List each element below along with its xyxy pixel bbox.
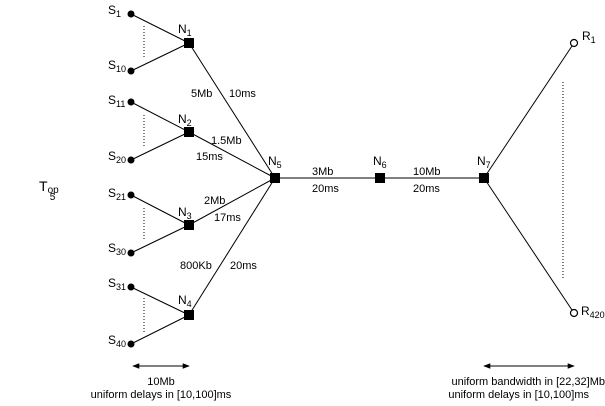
sender-label-s40: S40 [108, 333, 126, 349]
right-legend-bandwidth: uniform bandwidth in [22,32]Mb [452, 376, 605, 388]
link-s20-n2 [130, 131, 190, 161]
link-s31-n4 [130, 286, 190, 316]
receiver-node-r420 [569, 308, 579, 318]
link-n3-n5 [188, 177, 276, 226]
receiver-node-r1 [569, 38, 579, 48]
right-legend: uniform bandwidth in [22,32]Mb uniform d… [448, 363, 605, 401]
sender-label-s1: S1 [108, 3, 121, 19]
link-s1-n1 [130, 13, 190, 44]
link-n3-n5-bandwidth: 2Mb [204, 195, 225, 207]
left-legend-bandwidth: 10Mb [147, 376, 175, 388]
link-n3-n5-delay: 17ms [214, 212, 241, 224]
link-s30-n3 [130, 224, 190, 254]
link-n7-r420 [483, 177, 575, 314]
router-label-n5: N5 [268, 154, 282, 170]
link-s40-n4 [130, 314, 190, 345]
link-n1-n5-delay: 10ms [229, 88, 256, 100]
link-n1-n5 [188, 42, 276, 179]
sender-label-s30: S30 [108, 241, 126, 257]
sender-node-s10 [127, 67, 135, 75]
router-label-n2: N2 [178, 112, 192, 128]
sender-node-s1 [127, 10, 135, 18]
router-node-n2 [184, 127, 194, 137]
sender-label-s31: S31 [108, 276, 126, 292]
router-label-n4: N4 [178, 293, 192, 309]
link-n4-n5-delay: 20ms [230, 260, 257, 272]
router-label-n3: N3 [178, 205, 192, 221]
topology-title: Top 5 [39, 178, 59, 203]
router-node-n4 [184, 310, 194, 320]
sender-node-s40 [127, 340, 135, 348]
sender-node-s21 [127, 191, 135, 199]
router-node-n7 [479, 173, 489, 183]
sender-label-s20: S20 [108, 149, 126, 165]
receiver-label-r420: R420 [581, 304, 605, 320]
sender-node-s31 [127, 283, 135, 291]
receiver-label-r1: R1 [582, 29, 596, 45]
link-n5-n6-delay: 20ms [312, 183, 339, 195]
link-n1-n5-bandwidth: 5Mb [191, 88, 212, 100]
router-node-n6 [375, 173, 385, 183]
router-nodes [184, 38, 489, 320]
router-label-n7: N7 [477, 154, 491, 170]
router-label-n1: N1 [178, 22, 192, 38]
access-links [130, 13, 190, 345]
sender-nodes [127, 10, 135, 348]
router-node-n3 [184, 220, 194, 230]
router-node-n1 [184, 38, 194, 48]
link-s10-n1 [130, 42, 190, 72]
link-s11-n2 [130, 101, 190, 133]
sender-label-s10: S10 [108, 58, 126, 74]
link-n5-n6-bandwidth: 3Mb [312, 166, 333, 178]
aggregation-links [188, 42, 276, 316]
left-legend: 10Mb uniform delays in [10,100]ms [91, 363, 232, 401]
sender-label-s11: S11 [108, 93, 125, 109]
receiver-links [483, 42, 575, 314]
link-n6-n7-delay: 20ms [413, 183, 440, 195]
link-n6-n7-bandwidth: 10Mb [413, 166, 441, 178]
sender-node-s11 [127, 98, 135, 106]
link-n7-r1 [483, 42, 575, 179]
left-legend-delays: uniform delays in [10,100]ms [91, 389, 232, 401]
link-n4-n5-bandwidth: 800Kb [180, 260, 212, 272]
router-label-n6: N6 [373, 154, 387, 170]
receiver-nodes [569, 38, 579, 318]
link-n4-n5 [188, 177, 276, 316]
link-n2-n5-delay: 15ms [196, 151, 223, 163]
link-n2-n5 [188, 131, 276, 179]
sender-node-s30 [127, 249, 135, 257]
sender-node-s20 [127, 156, 135, 164]
link-n2-n5-bandwidth: 1.5Mb [211, 135, 242, 147]
right-legend-delays: uniform delays in [10,100]ms [448, 389, 589, 401]
link-s21-n3 [130, 194, 190, 226]
router-node-n5 [270, 173, 280, 183]
sender-label-s21: S21 [108, 186, 126, 202]
